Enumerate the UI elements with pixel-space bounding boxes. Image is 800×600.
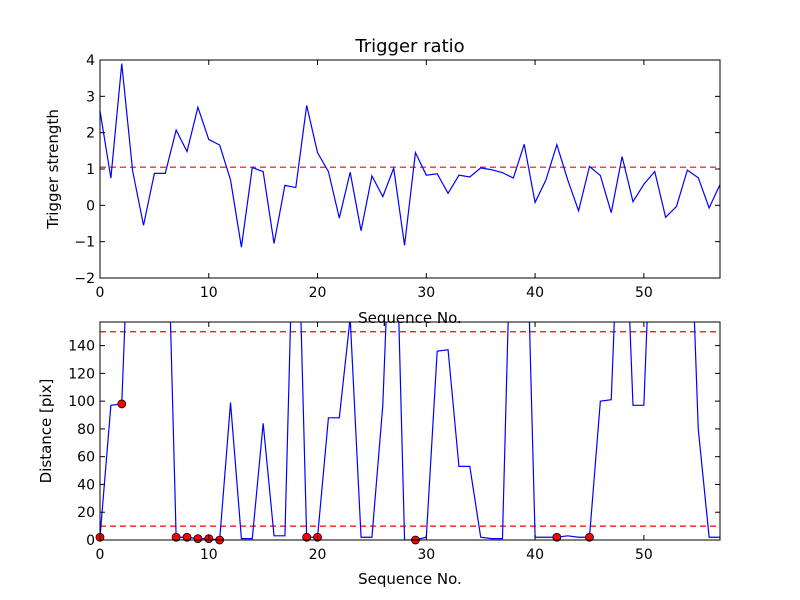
- y-tick-label: −2: [74, 271, 95, 287]
- y-tick-label: 1: [86, 162, 95, 178]
- series-line: [100, 63, 720, 248]
- data-marker: [182, 532, 192, 542]
- x-tick-label: 0: [96, 285, 105, 301]
- series-line: [100, 322, 720, 540]
- x-tick-label: 30: [417, 285, 435, 301]
- distance-panel: Distance [pix] Sequence No. 0 10 20 30 40 500…: [37, 321, 721, 588]
- x-tick-label: 40: [526, 285, 544, 301]
- y-tick-label: 3: [86, 89, 95, 105]
- y-axis-label: Trigger strength: [44, 109, 62, 230]
- x-axis-label: Sequence No.: [358, 309, 462, 327]
- plot-clip: [100, 322, 720, 540]
- y-tick-label: 80: [77, 422, 95, 438]
- x-tick-label: 10: [200, 285, 218, 301]
- chart-title: Trigger ratio: [354, 36, 464, 57]
- data-marker: [171, 532, 181, 542]
- x-tick-label: 30: [417, 547, 435, 563]
- axes-frame: [99, 321, 721, 541]
- data-marker: [193, 534, 203, 544]
- x-tick-label: 10: [200, 547, 218, 563]
- x-tick-label: 50: [635, 285, 653, 301]
- y-tick-label: 60: [77, 450, 95, 466]
- y-tick-label: 0: [86, 198, 95, 214]
- y-tick-label: 0: [86, 533, 95, 549]
- data-marker: [302, 532, 312, 542]
- y-tick-label: 4: [86, 53, 95, 69]
- x-axis-label: Sequence No.: [358, 570, 462, 588]
- y-tick-label: 140: [68, 339, 95, 355]
- y-tick-label: 2: [86, 126, 95, 142]
- y-tick-label: 100: [68, 394, 95, 410]
- x-tick-label: 0: [96, 547, 105, 563]
- y-tick-label: 40: [77, 477, 95, 493]
- y-tick-label: 20: [77, 505, 95, 521]
- x-tick-label: 20: [309, 547, 327, 563]
- y-axis-label: Distance [pix]: [37, 379, 55, 484]
- data-marker: [117, 399, 127, 409]
- data-marker: [552, 532, 562, 542]
- plot-area: 0 10 20 30 40 50 0 20 40 60 80 100 120 140: [68, 321, 721, 563]
- plot-area: 0 10 20 30 40 50 −2 −1 0 1 2 3 4: [74, 53, 721, 301]
- y-tick-label: −1: [74, 235, 95, 251]
- data-marker: [585, 532, 594, 542]
- x-tick-label: 50: [635, 547, 653, 563]
- x-tick-label: 40: [526, 547, 544, 563]
- plot-clip: [100, 63, 720, 248]
- y-tick-label: 120: [68, 366, 95, 382]
- x-tick-label: 20: [309, 285, 327, 301]
